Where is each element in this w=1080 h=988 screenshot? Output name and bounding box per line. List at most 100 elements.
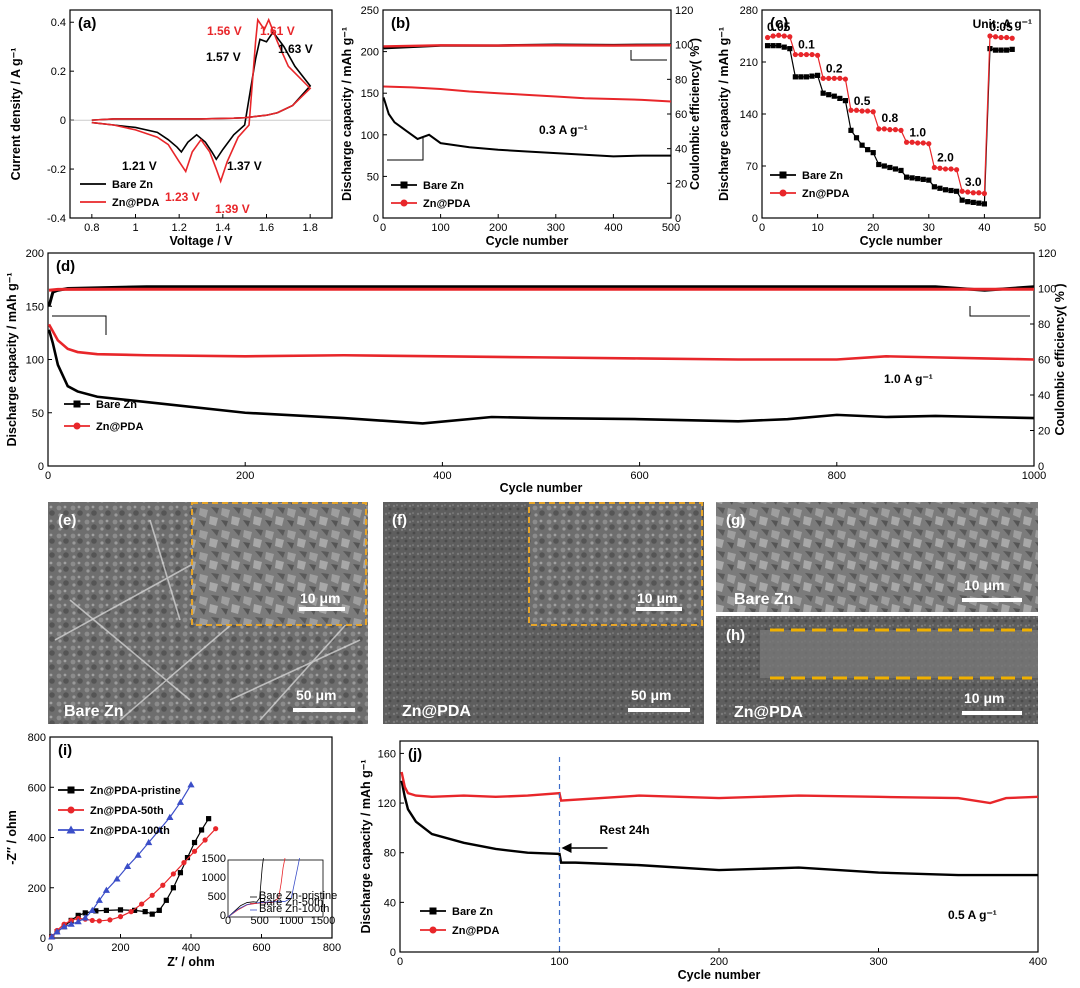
sem-inset-f bbox=[528, 502, 703, 626]
data-point bbox=[998, 47, 1004, 53]
panel-label-g: (g) bbox=[726, 512, 745, 529]
data-point bbox=[948, 166, 954, 172]
data-point bbox=[876, 126, 882, 132]
data-point bbox=[156, 907, 162, 913]
x-tick-label: 200 bbox=[489, 222, 507, 234]
data-point bbox=[184, 855, 191, 861]
data-point bbox=[107, 917, 113, 923]
y-axis-label: Discharge capacity / mAh g⁻¹ bbox=[359, 759, 373, 933]
data-point bbox=[976, 190, 982, 196]
data-point bbox=[837, 95, 843, 101]
sem-image-g bbox=[716, 502, 1038, 612]
data-point bbox=[931, 164, 937, 171]
x-tick-label: 100 bbox=[550, 956, 568, 968]
inset-x-tick-label: 500 bbox=[250, 915, 268, 927]
data-point bbox=[887, 127, 893, 133]
plot-frame bbox=[69, 9, 333, 219]
legend-entry: Zn@PDA-pristine bbox=[90, 785, 181, 797]
data-point bbox=[93, 908, 99, 914]
data-point bbox=[139, 901, 145, 907]
data-point bbox=[842, 76, 849, 82]
x-tick-label: 0.8 bbox=[84, 222, 99, 234]
data-point bbox=[887, 164, 893, 171]
x-tick-label: 400 bbox=[433, 470, 451, 482]
peak-label: 1.63 V bbox=[278, 42, 313, 56]
sample-label-h: Zn@PDA bbox=[734, 704, 803, 721]
y-tick-label: 140 bbox=[740, 109, 758, 121]
inset-legend-entry: Bare Zn-50th bbox=[259, 897, 323, 909]
data-point bbox=[117, 907, 124, 913]
legend-entry: Bare Zn bbox=[452, 906, 493, 918]
sem-panel-f: 10 μm 50 μm Zn@PDA (f) bbox=[383, 502, 704, 724]
data-point bbox=[198, 827, 205, 833]
x-axis-label: Voltage / V bbox=[170, 234, 234, 248]
inset-legend-entry: Bare Zn-100th bbox=[259, 903, 329, 915]
data-point bbox=[803, 51, 810, 58]
data-point bbox=[970, 190, 976, 196]
data-point bbox=[848, 107, 854, 113]
data-point bbox=[920, 140, 926, 146]
data-point bbox=[67, 806, 75, 814]
y-tick-label: 0.2 bbox=[51, 66, 66, 78]
data-point bbox=[53, 928, 61, 935]
data-point bbox=[117, 914, 124, 920]
axis-arrow-left bbox=[52, 315, 107, 335]
rate-label: 0.05 bbox=[767, 20, 791, 34]
x-tick-label: 20 bbox=[867, 222, 879, 234]
data-point bbox=[820, 75, 826, 81]
y2-tick-label: 0 bbox=[675, 213, 681, 225]
chart-b: 0 100 200 300 400 500050100150200250020406080… bbox=[340, 5, 702, 248]
data-point bbox=[931, 184, 937, 190]
scale-label-inset-f: 10 μm bbox=[637, 590, 677, 606]
data-point bbox=[123, 862, 132, 869]
data-point bbox=[881, 126, 887, 132]
legend-entry: Bare Zn bbox=[423, 180, 464, 192]
data-point bbox=[865, 108, 871, 114]
scale-label-g: 10 μm bbox=[964, 577, 1004, 593]
legend-entry: Zn@PDA bbox=[452, 925, 499, 937]
sample-label-e: Bare Zn bbox=[64, 703, 124, 720]
y-tick-label: 160 bbox=[378, 748, 396, 760]
series-line bbox=[228, 858, 286, 918]
data-point bbox=[89, 917, 95, 924]
data-point bbox=[809, 73, 815, 79]
data-point bbox=[764, 34, 771, 41]
data-point bbox=[798, 74, 804, 80]
scale-label-f: 50 μm bbox=[631, 687, 671, 703]
data-point bbox=[779, 189, 787, 197]
current-density-label: 0.5 A g⁻¹ bbox=[948, 908, 997, 922]
x-tick-label: 10 bbox=[811, 222, 823, 234]
data-point bbox=[191, 839, 198, 846]
data-point bbox=[959, 188, 965, 194]
sample-label-g: Bare Zn bbox=[734, 591, 794, 608]
data-point bbox=[898, 127, 904, 133]
data-point bbox=[96, 918, 102, 924]
data-point bbox=[132, 907, 138, 913]
y2-tick-label: 60 bbox=[1038, 355, 1050, 367]
y-tick-label: -0.4 bbox=[47, 213, 66, 225]
x-tick-label: 200 bbox=[111, 942, 129, 954]
series-line bbox=[228, 858, 264, 918]
rate-label: 2.0 bbox=[937, 151, 954, 165]
x-tick-label: 400 bbox=[1029, 956, 1047, 968]
rest-arrow-head bbox=[561, 843, 572, 853]
data-point bbox=[68, 917, 74, 924]
chart-d: 0 200 400 600 800 100005010015020002040608010… bbox=[5, 248, 1067, 495]
y-tick-label: 200 bbox=[26, 248, 44, 260]
data-point bbox=[892, 166, 899, 172]
x-tick-label: 400 bbox=[182, 942, 200, 954]
sample-label-f: Zn@PDA bbox=[402, 703, 471, 720]
data-point bbox=[142, 909, 148, 915]
y-tick-label: 280 bbox=[740, 5, 758, 17]
data-point bbox=[67, 786, 75, 794]
y-tick-label: -0.2 bbox=[47, 164, 66, 176]
series-line bbox=[51, 828, 217, 938]
data-point bbox=[981, 201, 987, 207]
inset-y-tick-label: 0 bbox=[220, 910, 226, 922]
scale-label-inset-e: 10 μm bbox=[300, 590, 340, 606]
plot-frame bbox=[399, 740, 1039, 953]
data-point bbox=[206, 816, 212, 822]
data-point bbox=[170, 871, 176, 877]
y-axis-label: Discharge capacity / mAh g⁻¹ bbox=[717, 27, 731, 201]
inset-legend-entry: Bare Zn-pristine bbox=[259, 890, 337, 902]
